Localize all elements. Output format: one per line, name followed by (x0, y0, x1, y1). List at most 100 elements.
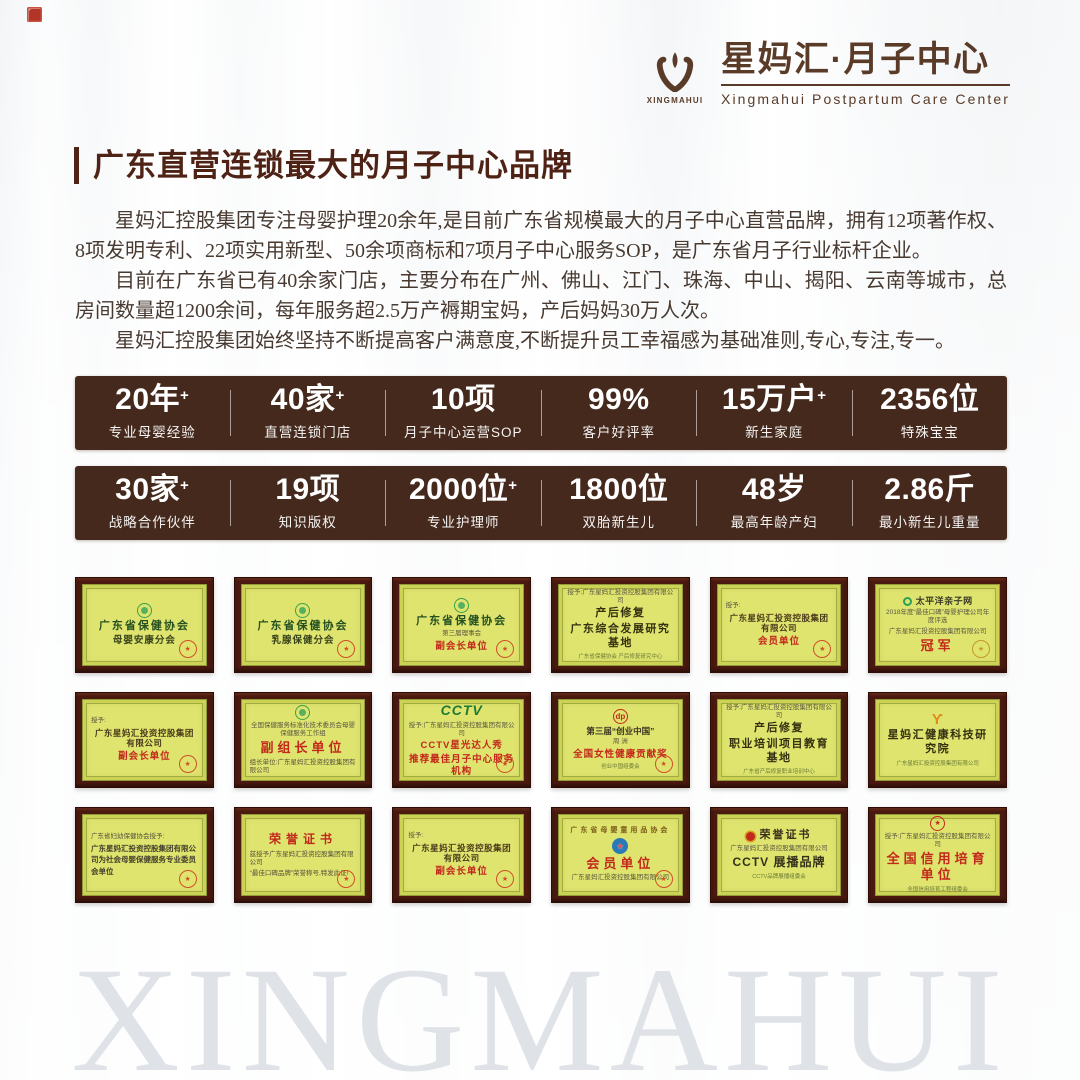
stat-label: 直营连锁门店 (264, 425, 352, 440)
stamp-icon (337, 640, 356, 658)
certificate-16: 广东省母婴童用品协会会员单位广东星妈汇投资控股集团有限公司 (551, 807, 690, 903)
cert-line: 广东省保健协会 产后修复研究中心 (578, 654, 663, 661)
stat-item: 2356位 特殊宝宝 (853, 385, 1008, 441)
intro-paragraph-3: 星妈汇控股集团始终坚持不断提高客户满意度,不断提升员工幸福感为基础准则,专心,专… (115, 330, 955, 352)
cert-line: 广东省妇幼保健协会授予: (91, 833, 165, 841)
stat-plus: + (817, 387, 827, 404)
stat-value: 2.86斤 (884, 473, 976, 506)
stamp-icon (654, 870, 673, 888)
stat-item: 15万户+ 新生家庭 (697, 385, 852, 441)
cert-line: 授予: (408, 832, 424, 840)
stat-item: 99% 客户好评率 (542, 385, 697, 441)
certificate-plaque: 广东省妇幼保健协会授予: 广东星妈汇投资控股集团有限公司为社会母婴保健服务专业委员… (82, 814, 207, 896)
cert-line: 全国信用培育工程组委会 (907, 887, 968, 894)
cert-line: 会员单位 (757, 635, 800, 647)
cert-line: CCTV 展播品牌 (732, 855, 826, 869)
green-badge-icon (136, 602, 152, 618)
cert-line: 太平洋亲子网 (903, 596, 973, 607)
stat-value: 20年+ (115, 383, 190, 416)
certificate-plaque: 荣誉证书 广东星妈汇投资控股集团有限公司 CCTV 展播品牌 CCTV品牌展播组委会 (716, 814, 842, 896)
cert-line: 授予:广东星妈汇投资控股集团有限公司 (726, 703, 832, 719)
stat-value: 40家+ (270, 383, 345, 416)
cert-line: 副会长单位 (435, 640, 488, 652)
intro-paragraph-2: 目前在广东省已有40余家门店，主要分布在广州、佛山、江门、珠海、中山、揭阳、云南… (75, 270, 1007, 322)
certificate-plaque: 广东省保健协会 母婴安康分会 (82, 584, 207, 666)
cert-line: 推荐最佳月子中心服务机构 (409, 753, 515, 777)
cert-line: 授予:广东星妈汇投资控股集团有限公司 (567, 588, 674, 604)
brand-logo-caption: XINGMAHUI (646, 96, 704, 105)
stat-plus: + (180, 477, 190, 494)
certificate-grid: 广东省保健协会母婴安康分会广东省保健协会乳腺保健分会广东省保健协会第三届理事会副… (75, 577, 1007, 903)
watermark-text: XINGMAHUI (71, 937, 1009, 1080)
cert-line: CCTV (440, 702, 483, 719)
tulip-logo-icon (656, 52, 694, 93)
cert-line: 创业中国组委会 (601, 764, 640, 771)
blue-seal-icon (612, 838, 629, 855)
cert-line: 周 洲 (612, 738, 628, 746)
cert-line: 2018年度“最佳口碑”母婴护理公司年度评选 (886, 609, 990, 625)
stamp-icon (496, 755, 514, 773)
cert-line: CCTV星光达人秀 (420, 740, 503, 752)
certificate-plaque: 授予: 广东星妈汇投资控股集团有限公司 副会长单位 (399, 814, 524, 896)
certificate-plaque: 广东省保健协会 第三届理事会 副会长单位 (399, 584, 524, 666)
certificate-plaque: 全国保健服务标准化技术委员会母婴保健服务工作组 副组长单位 组长单位:广东星妈汇投资… (240, 699, 366, 781)
cert-line: 星妈汇健康科技研究院 (887, 729, 988, 756)
stamp-icon (337, 870, 356, 888)
cert-line: 广东星妈汇投资控股集团有限公司 (94, 727, 194, 749)
stat-item: 20年+ 专业母婴经验 (75, 385, 230, 441)
stat-value: 2356位 (880, 383, 980, 416)
certificate-plaque: 授予:广东星妈汇投资控股集团有限公司 产后修复 广东综合发展研究基地 广东省保健协会 … (558, 584, 683, 666)
cert-line: 广东综合发展研究基地 (570, 622, 671, 649)
brand-logo: XINGMAHUI (641, 50, 709, 107)
stat-value: 48岁 (741, 473, 807, 506)
stat-divider (540, 480, 542, 526)
page-title: 广东直营连锁最大的月子中心品牌 (74, 147, 573, 185)
cert-line: 授予: (91, 717, 106, 725)
cert-line: 副会长单位 (435, 865, 488, 877)
certificate-plaque: 广东省母婴童用品协会会员单位广东星妈汇投资控股集团有限公司 (558, 814, 683, 896)
stat-divider (540, 390, 542, 436)
cert-line: 荣誉证书 (268, 832, 337, 847)
certificate-13: 广东省妇幼保健协会授予: 广东星妈汇投资控股集团有限公司为社会母婴保健服务专业委员… (75, 807, 214, 903)
certificate-plaque: 太平洋亲子网 2018年度“最佳口碑”母婴护理公司年度评选广东星妈汇投资控股集团有… (875, 584, 1000, 666)
certificate-15: 授予: 广东星妈汇投资控股集团有限公司 副会长单位 (392, 807, 531, 903)
stat-item: 48岁 最高年龄产妇 (697, 475, 852, 531)
stat-divider (229, 480, 231, 526)
stat-value: 19项 (275, 473, 341, 506)
dp-logo-icon (612, 708, 628, 724)
cert-line: 广东省保健协会 (257, 619, 349, 632)
orange-flower-icon (932, 712, 944, 727)
certificate-8: 全国保健服务标准化技术委员会母婴保健服务工作组 副组长单位 组长单位:广东星妈汇投资… (233, 692, 373, 788)
stamp-icon (972, 640, 990, 658)
brand-name-en: Xingmahui Postpartum Care Center (721, 91, 1010, 107)
certificate-6: 太平洋亲子网 2018年度“最佳口碑”母婴护理公司年度评选广东星妈汇投资控股集团有… (868, 577, 1007, 673)
certificate-9: CCTV 授予:广东星妈汇投资控股集团有限公司 CCTV星光达人秀 推荐最佳月子中心服… (392, 692, 531, 788)
certificate-5: 授予: 广东星妈汇投资控股集团有限公司 会员单位 (709, 577, 849, 673)
stat-item: 2000位+ 专业护理师 (386, 475, 541, 531)
cert-line: 授予:广东星妈汇投资控股集团有限公司 (884, 832, 991, 848)
cert-line: 第三届理事会 (442, 630, 482, 638)
stat-divider (851, 390, 853, 436)
cert-line: 第三届“创业中国” (586, 725, 655, 736)
stat-label: 客户好评率 (582, 425, 655, 440)
cert-line: 广东星妈汇投资控股集团有限公司 (888, 627, 987, 635)
stat-divider (696, 390, 697, 436)
certificate-1: 广东省保健协会 母婴安康分会 (75, 577, 214, 673)
stat-divider (696, 480, 697, 526)
stat-item: 30家+ 战略合作伙伴 (75, 475, 230, 531)
cert-line: 全国信用培育单位 (886, 850, 989, 883)
certificate-17: 荣誉证书 广东星妈汇投资控股集团有限公司 CCTV 展播品牌 CCTV品牌展播组委会 (709, 807, 849, 903)
cert-line: 授予:广东星妈汇投资控股集团有限公司 (408, 721, 515, 737)
stats-bar: 20年+ 专业母婴经验 40家+ 直营连锁门店 10项 月子中心运营SOP 99% 客户好评率… (75, 376, 1007, 450)
stat-divider (851, 480, 853, 526)
cert-line: 会员单位 (586, 856, 655, 872)
cert-line: 广东星妈汇投资控股集团有限公司 (412, 842, 512, 864)
cert-line: 广东星妈汇投资控股集团有限公司 (571, 874, 670, 882)
cert-line: CCTV品牌展播组委会 (752, 874, 806, 880)
stamp-icon (178, 640, 197, 658)
cert-line: 广东星妈汇投资控股集团有限公司 (896, 760, 979, 767)
